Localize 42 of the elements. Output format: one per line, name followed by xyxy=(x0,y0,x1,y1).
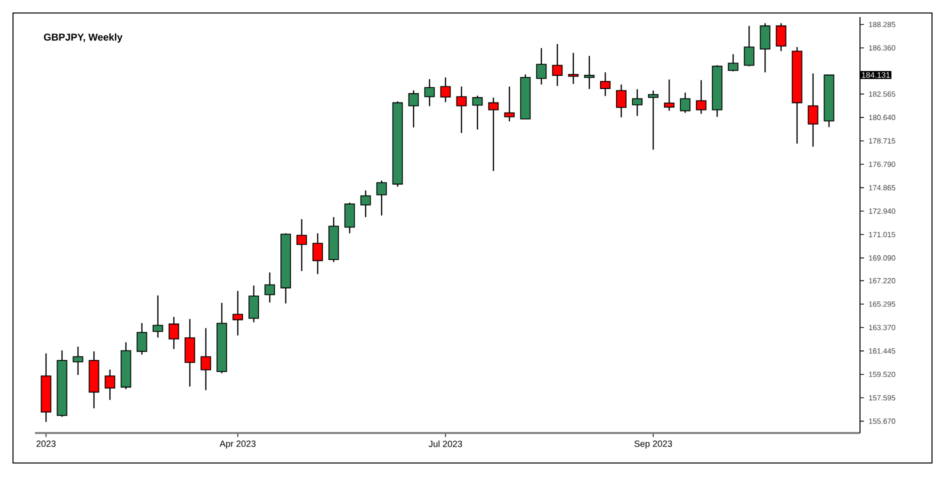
candlestick xyxy=(344,202,355,234)
candlestick xyxy=(632,88,643,116)
candlestick xyxy=(136,322,148,356)
candlestick xyxy=(600,72,611,97)
candlestick xyxy=(568,52,579,84)
candlestick xyxy=(200,328,212,391)
candlestick xyxy=(584,55,595,90)
x-tick-label: 2023 xyxy=(36,440,56,447)
candlestick xyxy=(72,346,84,376)
candlestick xyxy=(376,180,387,216)
candlestick xyxy=(696,80,706,114)
candlestick xyxy=(248,284,260,323)
candlestick xyxy=(264,272,275,304)
candlestick xyxy=(312,232,323,275)
candlestick xyxy=(664,78,674,112)
candlestick xyxy=(168,316,180,350)
candlestick xyxy=(776,22,786,52)
x-tick-label: Jul 2023 xyxy=(428,440,462,448)
candlestick xyxy=(408,90,419,128)
candlestick xyxy=(104,369,116,400)
candlestick xyxy=(808,72,818,148)
candlestick xyxy=(744,25,754,67)
candlestick xyxy=(296,218,307,272)
candlestick xyxy=(232,290,244,336)
candlestick xyxy=(488,97,499,172)
text: GBPJPY, Weekly xyxy=(44,33,122,43)
candlestick xyxy=(456,86,467,134)
candlestick xyxy=(616,84,627,118)
candlestick xyxy=(648,90,658,150)
candlestick xyxy=(504,86,515,122)
x-tick-label: Apr 2023 xyxy=(220,440,256,449)
x-tick-label: Sep 2023 xyxy=(634,440,672,449)
candlestick xyxy=(728,54,738,72)
candlestick xyxy=(360,190,371,218)
candlestick xyxy=(552,43,563,87)
candlestick xyxy=(472,95,483,130)
candlestick xyxy=(760,22,770,73)
candlestick xyxy=(152,294,164,338)
candlestick xyxy=(536,48,547,86)
candlestick xyxy=(680,92,690,114)
candlestick xyxy=(424,78,435,107)
candlestick xyxy=(440,76,451,103)
